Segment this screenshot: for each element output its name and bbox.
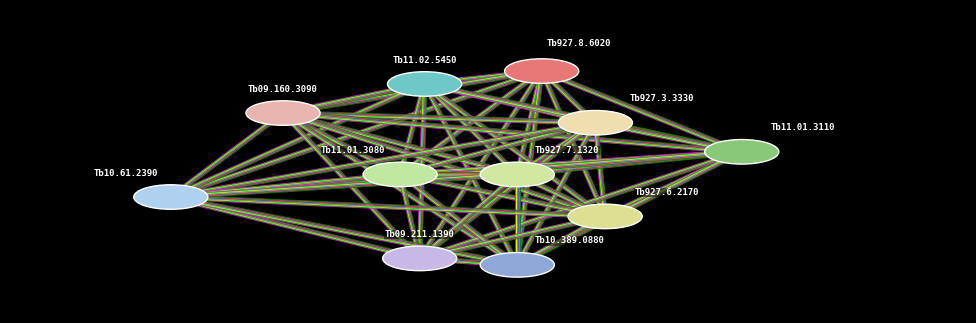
Circle shape bbox=[363, 162, 437, 187]
Circle shape bbox=[480, 162, 554, 187]
Text: Tb09.211.1390: Tb09.211.1390 bbox=[385, 230, 455, 239]
Text: Tb927.8.6020: Tb927.8.6020 bbox=[547, 39, 611, 48]
Circle shape bbox=[246, 101, 320, 125]
Circle shape bbox=[558, 110, 632, 135]
Text: Tb11.01.3110: Tb11.01.3110 bbox=[771, 123, 835, 132]
Text: Tb927.7.1320: Tb927.7.1320 bbox=[535, 146, 599, 155]
Text: Tb10.61.2390: Tb10.61.2390 bbox=[94, 169, 158, 178]
Text: Tb09.160.3090: Tb09.160.3090 bbox=[248, 85, 318, 94]
Circle shape bbox=[134, 185, 208, 209]
Circle shape bbox=[568, 204, 642, 229]
Circle shape bbox=[383, 246, 457, 271]
Text: Tb10.389.0880: Tb10.389.0880 bbox=[535, 236, 605, 245]
Circle shape bbox=[505, 59, 579, 83]
Circle shape bbox=[480, 253, 554, 277]
Text: Tb927.3.3330: Tb927.3.3330 bbox=[630, 94, 694, 103]
Text: Tb11.01.3080: Tb11.01.3080 bbox=[321, 146, 386, 155]
Circle shape bbox=[705, 140, 779, 164]
Text: Tb927.6.2170: Tb927.6.2170 bbox=[634, 188, 699, 197]
Circle shape bbox=[387, 72, 462, 96]
Text: Tb11.02.5450: Tb11.02.5450 bbox=[392, 56, 457, 65]
